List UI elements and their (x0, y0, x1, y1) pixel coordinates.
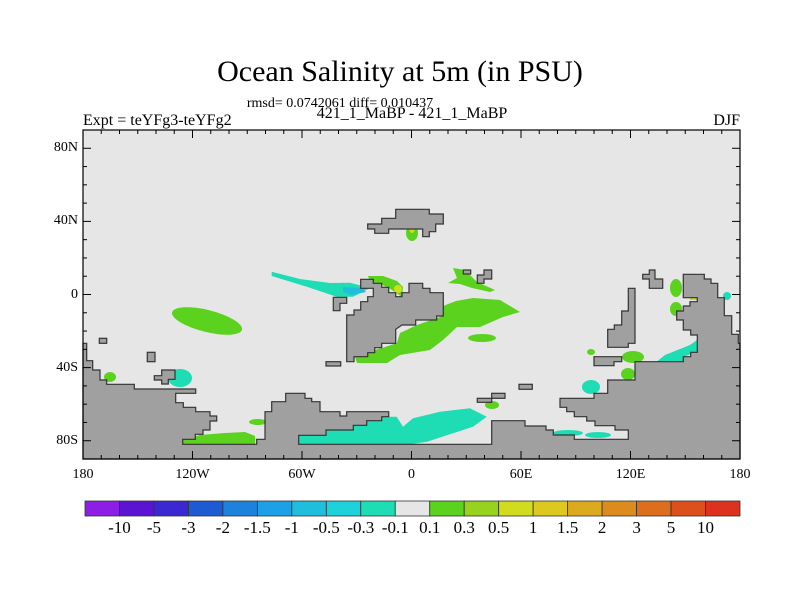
colorbar-label: 1 (528, 518, 538, 537)
colorbar-box (360, 500, 396, 517)
colorbar-box (670, 500, 706, 517)
anomaly-green-indonesia-2 (621, 368, 635, 380)
anomaly-green-tropical-pacific (171, 307, 243, 335)
lon-tick-label: 180 (72, 467, 94, 482)
colorbar-box (429, 500, 465, 517)
lat-tick-label: 80N (53, 140, 78, 156)
colorbar-box (601, 500, 637, 517)
stats-subtitle: rmsd= 0.0742061 diff= 0.010437 (246, 96, 434, 111)
anomaly-green-indonesia-1 (622, 351, 644, 363)
colorbar-box (463, 500, 500, 517)
colorbar-box (567, 500, 603, 517)
colorbar-label: 3 (632, 518, 641, 537)
colorbar-label: -5 (146, 518, 162, 537)
anomaly-green-china-sea (670, 279, 682, 297)
colorbar-box (705, 500, 741, 517)
colorbar-box (498, 500, 534, 517)
plot-title: Ocean Salinity at 5m (in PSU) (217, 55, 583, 88)
land-masses (82, 208, 741, 460)
left-subtitle: Expt = teYFg3-teYFg2 (83, 112, 232, 129)
anomaly-green-south-atlantic (249, 419, 267, 425)
colorbar-label: 0.1 (419, 518, 441, 537)
axis-ticks (82, 129, 741, 460)
anomaly-yellow-north-africa (394, 285, 402, 293)
lat-tick-label: 40S (56, 359, 78, 375)
colorbar-box (325, 500, 362, 517)
land-island-pacific-1 (98, 337, 108, 344)
anomaly-green-kerguelen (485, 401, 499, 409)
anomaly-cyan-south-indian (582, 380, 600, 394)
land-island-kerguelen-2 (491, 392, 506, 399)
colorbar-box (119, 500, 155, 517)
land-island-north-pacific (642, 269, 664, 289)
land-eurasia-fragment (367, 208, 444, 238)
lon-tick-label: 0 (408, 467, 415, 482)
anomaly-green-indian (355, 298, 520, 363)
colorbar-box (222, 500, 258, 517)
anomaly-cyan-southern-ocean (298, 408, 487, 445)
map-frame (82, 129, 741, 460)
lat-tick-label: 0 (71, 286, 78, 302)
anomaly-cyan-west-pacific (656, 340, 697, 362)
colorbar-box (188, 500, 224, 517)
land-island-indonesia (593, 356, 623, 367)
land-island-south-indian (518, 383, 533, 390)
land-island-kerguelen-1 (476, 397, 493, 403)
anomaly-green-antarctic-west (183, 432, 255, 444)
land-island-pacific-3 (153, 369, 176, 385)
anomaly-green-mideast (448, 268, 495, 292)
land-africa (346, 278, 444, 363)
land-island-pacific-2 (146, 351, 156, 363)
lon-tick-label: 180 (729, 467, 751, 482)
colorbar-label: -0.3 (347, 518, 375, 537)
colorbar-box (532, 500, 569, 517)
lon-tick-label: 60E (509, 467, 533, 482)
land-antarctica-and-continents (82, 273, 741, 460)
colorbar-label: -1.5 (243, 518, 271, 537)
colorbar-box (153, 500, 189, 517)
colorbar-label: 10 (697, 518, 715, 537)
colorbar-label: -0.1 (381, 518, 409, 537)
lon-tick-label: 60W (288, 467, 316, 482)
colorbar-label: 0.5 (488, 518, 510, 537)
colorbar-label: -10 (108, 518, 131, 537)
center-subtitle: 421_1_MaBP - 421_1_MaBP (316, 105, 508, 122)
lon-tick-label: 120E (615, 467, 646, 482)
anomaly-green-north-africa (368, 276, 403, 297)
anomaly-cyan-antarctic-east-2 (585, 432, 611, 438)
colorbar-label: -3 (181, 518, 196, 537)
lat-tick-label: 40N (53, 213, 78, 229)
colorbar-label: 0.3 (453, 518, 475, 537)
colorbar-label: -0.5 (312, 518, 340, 537)
colorbar-label: 1.5 (557, 518, 579, 537)
colorbar-label: -2 (215, 518, 230, 537)
colorbar (84, 500, 741, 517)
colorbar-box (256, 500, 293, 517)
land-island-mideast-2 (476, 269, 493, 284)
land-island-caribbean (332, 296, 348, 312)
colorbar-label: 2 (597, 518, 607, 537)
anomaly-green-arabian (468, 334, 496, 342)
anomaly-cyan-pacific-north (723, 292, 731, 300)
lon-tick-label: 120W (175, 467, 210, 482)
anomaly-green-bay (587, 349, 595, 355)
land-island-south-atlantic (325, 361, 342, 367)
land-australia-fragment (607, 287, 636, 348)
colorbar-label: -1 (284, 518, 299, 537)
colorbar-box (636, 500, 672, 517)
colorbar-box (291, 500, 327, 517)
right-subtitle: DJF (713, 112, 740, 129)
colorbar-box (394, 500, 431, 517)
colorbar-label: 5 (666, 518, 676, 537)
lat-tick-label: 80S (56, 432, 78, 448)
land-island-mideast-1 (462, 269, 472, 275)
anomaly-blue-atlantic (343, 287, 366, 295)
colorbar-box (84, 500, 120, 517)
